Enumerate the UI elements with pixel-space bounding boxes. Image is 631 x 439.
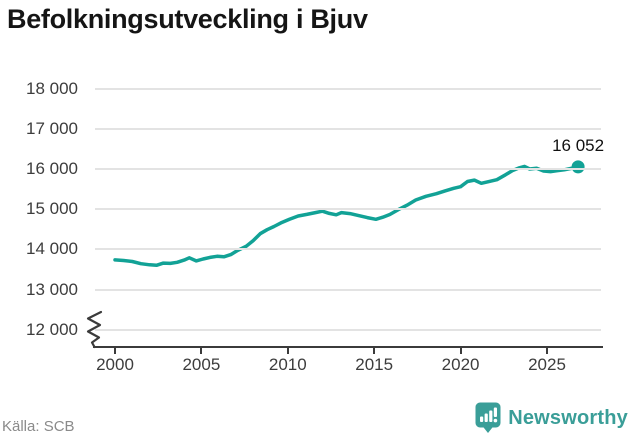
x-tick-label: 2015 (355, 355, 394, 374)
y-tick-label: 17 000 (26, 118, 78, 138)
x-axis-tick (200, 348, 203, 354)
plot-area: 16 052 12 000 13 000 14 000 15 000 16 000 17 … (26, 78, 605, 374)
chart-title: Befolkningsutveckling i Bjuv (7, 4, 368, 34)
gridline-12000 (95, 328, 601, 331)
x-tick-label: 2000 (96, 355, 134, 374)
chart-canvas (86, 160, 585, 349)
y-tick-label: 15 000 (26, 199, 78, 219)
y-tick-label: 16 000 (26, 159, 78, 178)
x-tick-label: 2005 (182, 355, 221, 374)
axis-break-squiggle (86, 310, 103, 349)
x-axis-tick (546, 348, 548, 354)
x-tick-label: 2025 (528, 355, 566, 374)
badge-barchart-glyph (480, 407, 498, 423)
y-tick-label: 18 000 (26, 78, 78, 98)
x-axis-tick (286, 348, 289, 354)
last-value-label: 16 052 (552, 135, 605, 155)
population-line (113, 164, 580, 268)
last-point-marker (571, 160, 585, 174)
x-axis-tick (373, 348, 376, 354)
gridline-18000 (95, 87, 601, 90)
gridline-14000 (95, 248, 601, 251)
x-axis-line (93, 346, 603, 348)
source-note: Källa: SCB (2, 418, 75, 435)
gridline-15000 (95, 208, 601, 211)
x-tick-label: 2020 (441, 355, 480, 374)
y-tick-label: 12 000 (26, 319, 78, 339)
x-tick-label: 2010 (268, 355, 307, 374)
y-tick-label: 13 000 (26, 279, 78, 299)
gridline-13000 (95, 288, 601, 291)
newsworthy-wordmark: Newsworthy (508, 406, 628, 429)
gridline-16000 (95, 168, 601, 170)
x-axis-tick (459, 348, 462, 354)
newsworthy-logo: Newsworthy (475, 401, 628, 435)
y-tick-label: 14 000 (26, 239, 78, 259)
x-axis-tick (114, 348, 116, 354)
newsworthy-badge-icon (475, 402, 501, 433)
gridline-17000 (95, 127, 601, 130)
